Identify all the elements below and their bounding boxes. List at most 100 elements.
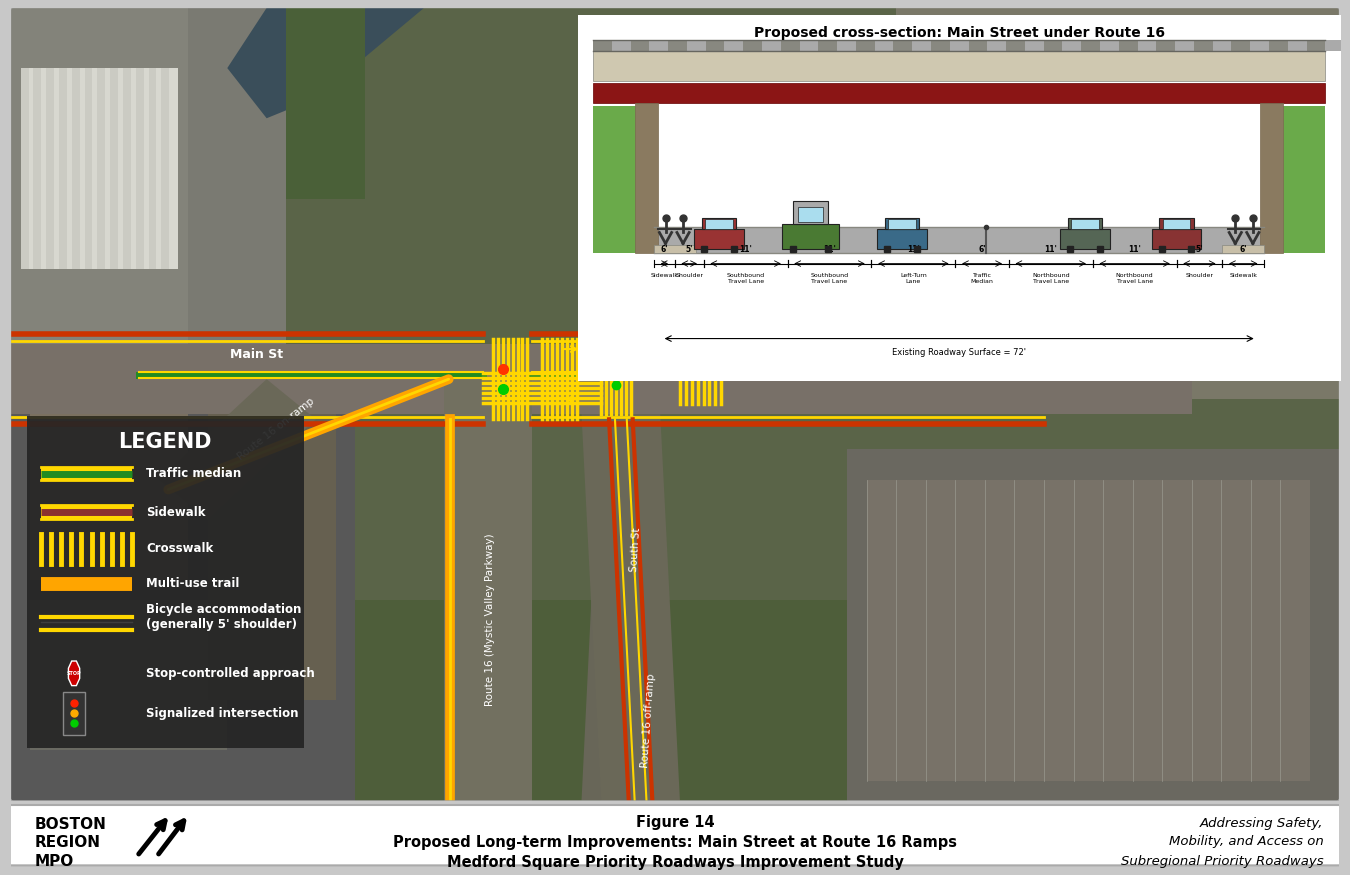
- Text: 5': 5': [686, 246, 693, 255]
- Polygon shape: [1264, 107, 1326, 253]
- Text: Northbound
Travel Lane: Northbound Travel Lane: [1116, 273, 1153, 284]
- Text: Subregional Priority Roadways: Subregional Priority Roadways: [1120, 855, 1323, 868]
- Bar: [286, 8, 364, 199]
- Bar: [612, 40, 630, 52]
- Bar: [702, 218, 736, 229]
- Bar: [894, 40, 913, 52]
- Text: 11': 11': [1129, 246, 1141, 255]
- Text: Shoulder: Shoulder: [1185, 273, 1214, 277]
- Text: Sidewalk: Sidewalk: [651, 273, 678, 277]
- Text: LEGEND: LEGEND: [119, 432, 212, 452]
- Bar: [11, 8, 286, 349]
- Polygon shape: [582, 600, 660, 801]
- Text: South St: South St: [629, 528, 643, 572]
- Bar: [878, 229, 926, 249]
- Bar: [72, 68, 80, 269]
- Bar: [123, 68, 131, 269]
- Bar: [799, 40, 818, 52]
- Bar: [744, 40, 761, 52]
- Bar: [1261, 102, 1284, 253]
- Bar: [593, 40, 612, 52]
- Bar: [1081, 40, 1100, 52]
- Bar: [1231, 40, 1250, 52]
- Bar: [1193, 40, 1212, 52]
- Bar: [1222, 245, 1264, 253]
- Text: Shoulder: Shoulder: [675, 273, 703, 277]
- Bar: [63, 691, 85, 735]
- Bar: [59, 68, 68, 269]
- Text: Traffic median: Traffic median: [146, 467, 242, 480]
- Bar: [20, 68, 28, 269]
- Text: MPO: MPO: [35, 854, 74, 869]
- Bar: [1071, 220, 1099, 228]
- Polygon shape: [158, 379, 316, 520]
- Bar: [593, 82, 1326, 102]
- Bar: [11, 359, 355, 801]
- Text: Signalized intersection: Signalized intersection: [146, 707, 298, 720]
- Polygon shape: [444, 379, 532, 801]
- Bar: [798, 206, 823, 221]
- Bar: [148, 68, 157, 269]
- Text: Traffic
Median: Traffic Median: [971, 273, 994, 284]
- Text: Sidewalk: Sidewalk: [146, 506, 205, 519]
- Text: Proposed Long-term Improvements: Main Street at Route 16 Ramps: Proposed Long-term Improvements: Main St…: [393, 835, 957, 850]
- Bar: [1044, 40, 1062, 52]
- Text: Stop-controlled approach: Stop-controlled approach: [146, 667, 315, 680]
- Bar: [987, 40, 1006, 52]
- Text: 6': 6': [1239, 246, 1247, 255]
- Bar: [162, 68, 169, 269]
- Bar: [355, 600, 848, 801]
- Bar: [968, 40, 987, 52]
- Text: Northbound
Travel Lane: Northbound Travel Lane: [1031, 273, 1069, 284]
- Text: Mobility, and Access on: Mobility, and Access on: [1169, 835, 1323, 848]
- Bar: [11, 344, 1192, 414]
- Bar: [1212, 40, 1231, 52]
- Bar: [1162, 220, 1191, 228]
- Bar: [950, 40, 968, 52]
- Bar: [780, 40, 799, 52]
- Text: Route 16 on-ramp: Route 16 on-ramp: [236, 396, 317, 462]
- Text: Route 16 off-ramp: Route 16 off-ramp: [640, 673, 656, 767]
- Text: Southbound
Travel Lane: Southbound Travel Lane: [810, 273, 849, 284]
- Bar: [913, 40, 931, 52]
- Bar: [706, 40, 725, 52]
- Bar: [593, 52, 1326, 80]
- Bar: [761, 40, 780, 52]
- Bar: [1100, 40, 1119, 52]
- Bar: [818, 40, 837, 52]
- Bar: [884, 218, 919, 229]
- FancyBboxPatch shape: [24, 412, 306, 752]
- Bar: [1060, 229, 1110, 249]
- Polygon shape: [11, 344, 286, 414]
- Bar: [725, 40, 744, 52]
- Bar: [1044, 98, 1222, 299]
- Text: Addressing Safety,: Addressing Safety,: [1200, 817, 1323, 829]
- Bar: [856, 40, 875, 52]
- Text: BOSTON: BOSTON: [35, 817, 107, 832]
- Bar: [85, 68, 92, 269]
- Bar: [97, 68, 105, 269]
- Bar: [46, 68, 54, 269]
- Bar: [630, 40, 649, 52]
- Text: Figure 14: Figure 14: [636, 816, 714, 830]
- Bar: [782, 224, 840, 249]
- Bar: [1025, 40, 1044, 52]
- Polygon shape: [593, 107, 653, 253]
- Bar: [896, 8, 1339, 399]
- Bar: [1160, 218, 1193, 229]
- FancyBboxPatch shape: [1, 805, 1349, 865]
- Text: REGION: REGION: [35, 835, 101, 850]
- Text: 6': 6': [979, 246, 986, 255]
- Bar: [653, 227, 1264, 253]
- Text: Crosswalk: Crosswalk: [146, 542, 213, 555]
- Bar: [208, 399, 336, 700]
- Text: STOP: STOP: [66, 671, 81, 676]
- Bar: [1006, 40, 1025, 52]
- Bar: [848, 450, 1339, 801]
- Text: 11': 11': [740, 246, 752, 255]
- Bar: [31, 379, 188, 580]
- Text: Main St: Main St: [231, 347, 284, 360]
- Bar: [1068, 218, 1103, 229]
- Polygon shape: [227, 8, 424, 118]
- Bar: [653, 245, 697, 253]
